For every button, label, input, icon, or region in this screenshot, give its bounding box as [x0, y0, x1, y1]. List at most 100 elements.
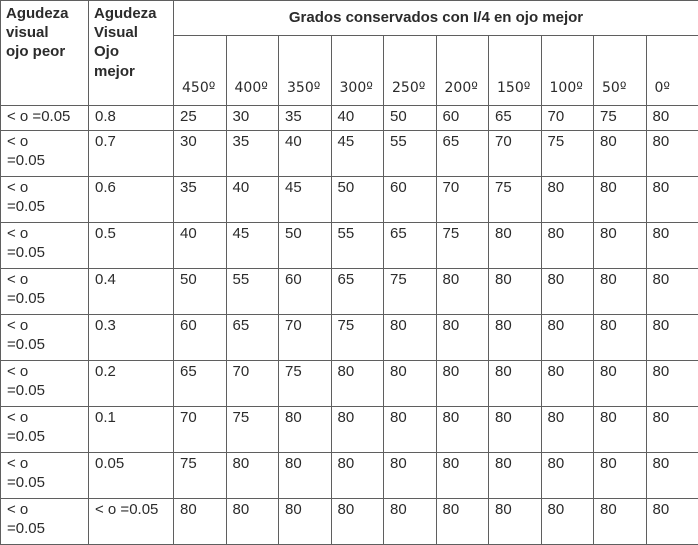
- cell-agudeza-mejor: 0.2: [89, 361, 174, 407]
- cell-grados-value: 80: [489, 361, 542, 407]
- cell-grados-value: 80: [331, 499, 384, 545]
- table-header: Agudeza visual ojo peor Agudeza Visual O…: [1, 1, 698, 106]
- cell-grados-value: 80: [384, 315, 437, 361]
- cell-grados-value: 80: [594, 361, 647, 407]
- degree-column-header: 150º: [489, 36, 542, 106]
- cell-grados-value: 40: [331, 106, 384, 131]
- cell-grados-value: 80: [594, 131, 647, 177]
- cell-agudeza-mejor: 0.05: [89, 453, 174, 499]
- cell-grados-value: 50: [174, 269, 227, 315]
- cell-grados-value: 75: [331, 315, 384, 361]
- cell-grados-value: 80: [646, 177, 698, 223]
- degree-column-header: 0º: [646, 36, 698, 106]
- cell-agudeza-mejor: 0.6: [89, 177, 174, 223]
- cell-grados-value: 80: [541, 315, 594, 361]
- header-agudeza-visual-ojo-mejor: Agudeza Visual Ojo mejor: [89, 1, 174, 106]
- cell-grados-value: 80: [489, 223, 542, 269]
- cell-grados-value: 75: [174, 453, 227, 499]
- cell-agudeza-mejor: 0.8: [89, 106, 174, 131]
- cell-agudeza-peor: < o =0.05: [1, 106, 89, 131]
- cell-grados-value: 80: [646, 453, 698, 499]
- cell-grados-value: 65: [489, 106, 542, 131]
- cell-grados-value: 80: [489, 453, 542, 499]
- cell-grados-value: 80: [384, 361, 437, 407]
- cell-grados-value: 45: [331, 131, 384, 177]
- cell-grados-value: 80: [541, 269, 594, 315]
- cell-grados-value: 65: [384, 223, 437, 269]
- cell-grados-value: 80: [541, 177, 594, 223]
- cell-grados-value: 80: [331, 361, 384, 407]
- cell-grados-value: 80: [436, 315, 489, 361]
- cell-agudeza-peor: < o =0.05: [1, 269, 89, 315]
- cell-agudeza-mejor: < o =0.05: [89, 499, 174, 545]
- degree-column-header: 400º: [226, 36, 279, 106]
- cell-grados-value: 80: [646, 361, 698, 407]
- cell-grados-value: 35: [226, 131, 279, 177]
- cell-grados-value: 50: [279, 223, 332, 269]
- cell-grados-value: 80: [646, 106, 698, 131]
- cell-grados-value: 80: [279, 407, 332, 453]
- cell-grados-value: 35: [279, 106, 332, 131]
- cell-grados-value: 80: [436, 407, 489, 453]
- cell-agudeza-mejor: 0.1: [89, 407, 174, 453]
- cell-grados-value: 80: [384, 407, 437, 453]
- cell-grados-value: 80: [594, 407, 647, 453]
- cell-grados-value: 80: [594, 269, 647, 315]
- cell-grados-value: 25: [174, 106, 227, 131]
- cell-grados-value: 70: [174, 407, 227, 453]
- cell-grados-value: 70: [489, 131, 542, 177]
- cell-grados-value: 80: [279, 499, 332, 545]
- cell-grados-value: 80: [594, 499, 647, 545]
- cell-grados-value: 35: [174, 177, 227, 223]
- cell-agudeza-peor: < o =0.05: [1, 131, 89, 177]
- cell-grados-value: 80: [331, 453, 384, 499]
- cell-grados-value: 55: [331, 223, 384, 269]
- cell-grados-value: 70: [541, 106, 594, 131]
- cell-grados-value: 70: [436, 177, 489, 223]
- cell-grados-value: 70: [226, 361, 279, 407]
- cell-grados-value: 80: [646, 315, 698, 361]
- cell-grados-value: 70: [279, 315, 332, 361]
- degree-column-header: 300º: [331, 36, 384, 106]
- cell-agudeza-peor: < o =0.05: [1, 177, 89, 223]
- degree-column-header: 100º: [541, 36, 594, 106]
- cell-grados-value: 80: [489, 315, 542, 361]
- cell-agudeza-mejor: 0.5: [89, 223, 174, 269]
- cell-grados-value: 80: [226, 453, 279, 499]
- cell-grados-value: 80: [594, 315, 647, 361]
- cell-agudeza-peor: < o =0.05: [1, 453, 89, 499]
- cell-agudeza-peor: < o =0.05: [1, 223, 89, 269]
- cell-grados-value: 55: [226, 269, 279, 315]
- cell-agudeza-peor: < o =0.05: [1, 361, 89, 407]
- degree-column-header: 350º: [279, 36, 332, 106]
- degree-column-header: 50º: [594, 36, 647, 106]
- cell-grados-value: 80: [646, 269, 698, 315]
- cell-grados-value: 80: [594, 223, 647, 269]
- cell-grados-value: 65: [331, 269, 384, 315]
- cell-grados-value: 75: [226, 407, 279, 453]
- cell-grados-value: 50: [331, 177, 384, 223]
- cell-grados-value: 80: [646, 499, 698, 545]
- cell-grados-value: 80: [541, 499, 594, 545]
- cell-grados-value: 60: [174, 315, 227, 361]
- cell-grados-value: 80: [541, 361, 594, 407]
- cell-grados-value: 40: [279, 131, 332, 177]
- cell-grados-value: 80: [436, 453, 489, 499]
- cell-grados-value: 65: [436, 131, 489, 177]
- cell-agudeza-mejor: 0.7: [89, 131, 174, 177]
- cell-grados-value: 75: [384, 269, 437, 315]
- cell-grados-value: 60: [279, 269, 332, 315]
- cell-grados-value: 65: [174, 361, 227, 407]
- cell-grados-value: 80: [436, 499, 489, 545]
- cell-grados-value: 60: [436, 106, 489, 131]
- degree-column-header: 250º: [384, 36, 437, 106]
